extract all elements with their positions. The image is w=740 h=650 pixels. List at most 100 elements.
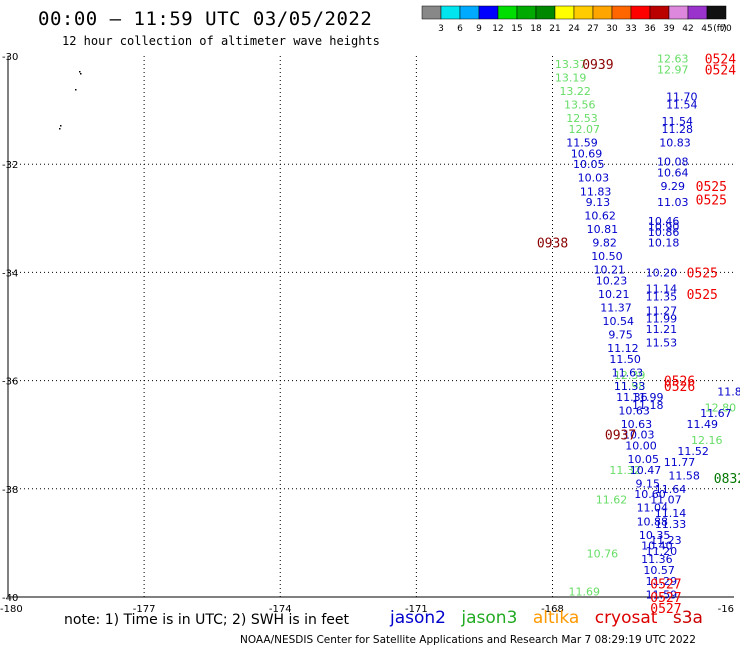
pass-time-label: 0525 bbox=[687, 288, 718, 303]
y-tick-label: -36 bbox=[2, 377, 18, 388]
footnote: note: 1) Time is in UTC; 2) SWH is in fe… bbox=[64, 612, 350, 628]
colorbar-tick-label: (ft) bbox=[713, 24, 727, 34]
swh-label: 9.13 bbox=[586, 196, 611, 209]
island-dot bbox=[60, 125, 62, 127]
swh-label: 11.62 bbox=[596, 494, 628, 507]
swh-label: 11.63 bbox=[612, 366, 644, 379]
colorbar-swatch bbox=[516, 5, 537, 20]
swh-label: 9.75 bbox=[608, 329, 633, 342]
swh-label: 9.82 bbox=[592, 237, 617, 250]
swh-label: 10.63 bbox=[618, 404, 650, 417]
swh-label: 11.52 bbox=[677, 445, 709, 458]
colorbar-tick-label: 30 bbox=[606, 24, 618, 34]
swh-label: 10.54 bbox=[603, 315, 635, 328]
swh-label: 11.36 bbox=[641, 553, 673, 566]
pass-time-label: 0526 bbox=[664, 380, 695, 395]
colorbar-swatch bbox=[497, 5, 518, 20]
swh-label: 10.03 bbox=[578, 172, 610, 185]
swh-label: 12.80 bbox=[705, 402, 737, 415]
swh-label: 11.33 bbox=[655, 518, 687, 531]
swh-label: 11.07 bbox=[650, 494, 682, 507]
swh-label: 10.57 bbox=[643, 564, 675, 577]
pass-time-label: 0832 bbox=[714, 472, 740, 487]
swh-label: 12.39 bbox=[614, 369, 646, 382]
swh-label: 11.35 bbox=[646, 291, 678, 304]
swh-label: 10.64 bbox=[657, 166, 689, 179]
swh-label: 11.12 bbox=[607, 342, 639, 355]
swh-label: 11.21 bbox=[646, 323, 678, 336]
pass-time-label: 0527 bbox=[650, 602, 681, 617]
swh-label: 11.54 bbox=[666, 99, 698, 112]
pass-time-label: 0939 bbox=[582, 58, 613, 73]
swh-label: 10.90 bbox=[648, 220, 680, 233]
pass-time-label: 0525 bbox=[696, 193, 727, 208]
island-dot bbox=[79, 71, 81, 73]
x-tick-label: -174 bbox=[269, 604, 292, 615]
colorbar-tick-label: 27 bbox=[587, 24, 598, 34]
colorbar-tick-label: 24 bbox=[568, 24, 580, 34]
swh-label: 10.20 bbox=[646, 266, 678, 279]
swh-label: 10.69 bbox=[571, 147, 603, 160]
swh-label: 10.40 bbox=[641, 540, 673, 553]
pass-time-label: 0937 bbox=[605, 429, 636, 444]
colorbar-swatch bbox=[630, 5, 651, 20]
colorbar-tick-label: 21 bbox=[549, 24, 560, 34]
pass-time-label: 0524 bbox=[705, 53, 736, 68]
swh-label: 11.29 bbox=[646, 575, 678, 588]
swh-label: 11.32 bbox=[609, 464, 641, 477]
colorbar-swatch bbox=[687, 5, 708, 20]
swh-label: 11.77 bbox=[664, 456, 696, 469]
swh-label: 11.70 bbox=[666, 91, 698, 104]
pass-time-label: 0526 bbox=[664, 375, 695, 390]
swh-label: 11.50 bbox=[609, 353, 641, 366]
page-subtitle: 12 hour collection of altimeter wave hei… bbox=[62, 34, 380, 48]
swh-label: 10.47 bbox=[630, 464, 662, 477]
colorbar-tick-label: 15 bbox=[511, 24, 522, 34]
swh-label: 12.97 bbox=[657, 64, 689, 77]
legend-s3a: s3a bbox=[672, 608, 703, 628]
y-tick-label: -32 bbox=[2, 160, 18, 171]
colorbar-tick-label: 12 bbox=[492, 24, 503, 34]
colorbar-tick-label: 70 bbox=[720, 24, 732, 34]
colorbar-tick-label: 3 bbox=[438, 24, 444, 34]
colorbar-swatch bbox=[649, 5, 670, 20]
swh-label: 12.53 bbox=[566, 112, 598, 125]
legend-jason3: jason3 bbox=[461, 608, 518, 628]
swh-label: 11.14 bbox=[646, 283, 678, 296]
island-dot bbox=[80, 73, 82, 75]
swh-label: 11.64 bbox=[655, 483, 687, 496]
pass-time-label: 0938 bbox=[537, 237, 568, 252]
swh-label: 10.83 bbox=[659, 137, 691, 150]
swh-label: 11.69 bbox=[569, 586, 601, 599]
swh-label: 11.36 bbox=[616, 391, 648, 404]
y-tick-label: -34 bbox=[2, 268, 18, 279]
pass-time-label: 0525 bbox=[696, 180, 727, 195]
colorbar-swatch bbox=[535, 5, 556, 20]
swh-label: 11.67 bbox=[700, 407, 732, 420]
colorbar-tick-label: 33 bbox=[625, 24, 636, 34]
x-tick-label: -171 bbox=[405, 604, 428, 615]
swh-label: 10.50 bbox=[591, 250, 623, 263]
colorbar-tick-label: 42 bbox=[682, 24, 693, 34]
swh-label: 10.62 bbox=[584, 210, 616, 223]
pass-time-label: 0524 bbox=[705, 64, 736, 79]
swh-label: 13.56 bbox=[564, 99, 596, 112]
swh-label: 11.99 bbox=[646, 312, 678, 325]
colorbar-tick-label: 36 bbox=[644, 24, 656, 34]
colorbar-swatch bbox=[421, 5, 442, 20]
page-title: 00:00 – 11:59 UTC 03/05/2022 bbox=[38, 8, 373, 30]
swh-label: 12.16 bbox=[691, 434, 723, 447]
swh-label: 10.63 bbox=[621, 418, 653, 431]
swh-label: 11.59 bbox=[646, 588, 678, 601]
pass-time-label: 0527 bbox=[650, 591, 681, 606]
swh-label: 10.08 bbox=[657, 155, 689, 168]
swh-label: 11.33 bbox=[614, 380, 646, 393]
swh-label: 11.27 bbox=[646, 304, 678, 317]
swh-label: 10.03 bbox=[623, 429, 655, 442]
pass-time-label: 0527 bbox=[650, 577, 681, 592]
swh-label: 11.58 bbox=[668, 469, 700, 482]
swh-label: 11.99 bbox=[632, 391, 664, 404]
legend-jason2: jason2 bbox=[390, 608, 446, 628]
swh-label: 10.35 bbox=[639, 529, 671, 542]
legend-cryosat: cryosat bbox=[594, 608, 658, 628]
